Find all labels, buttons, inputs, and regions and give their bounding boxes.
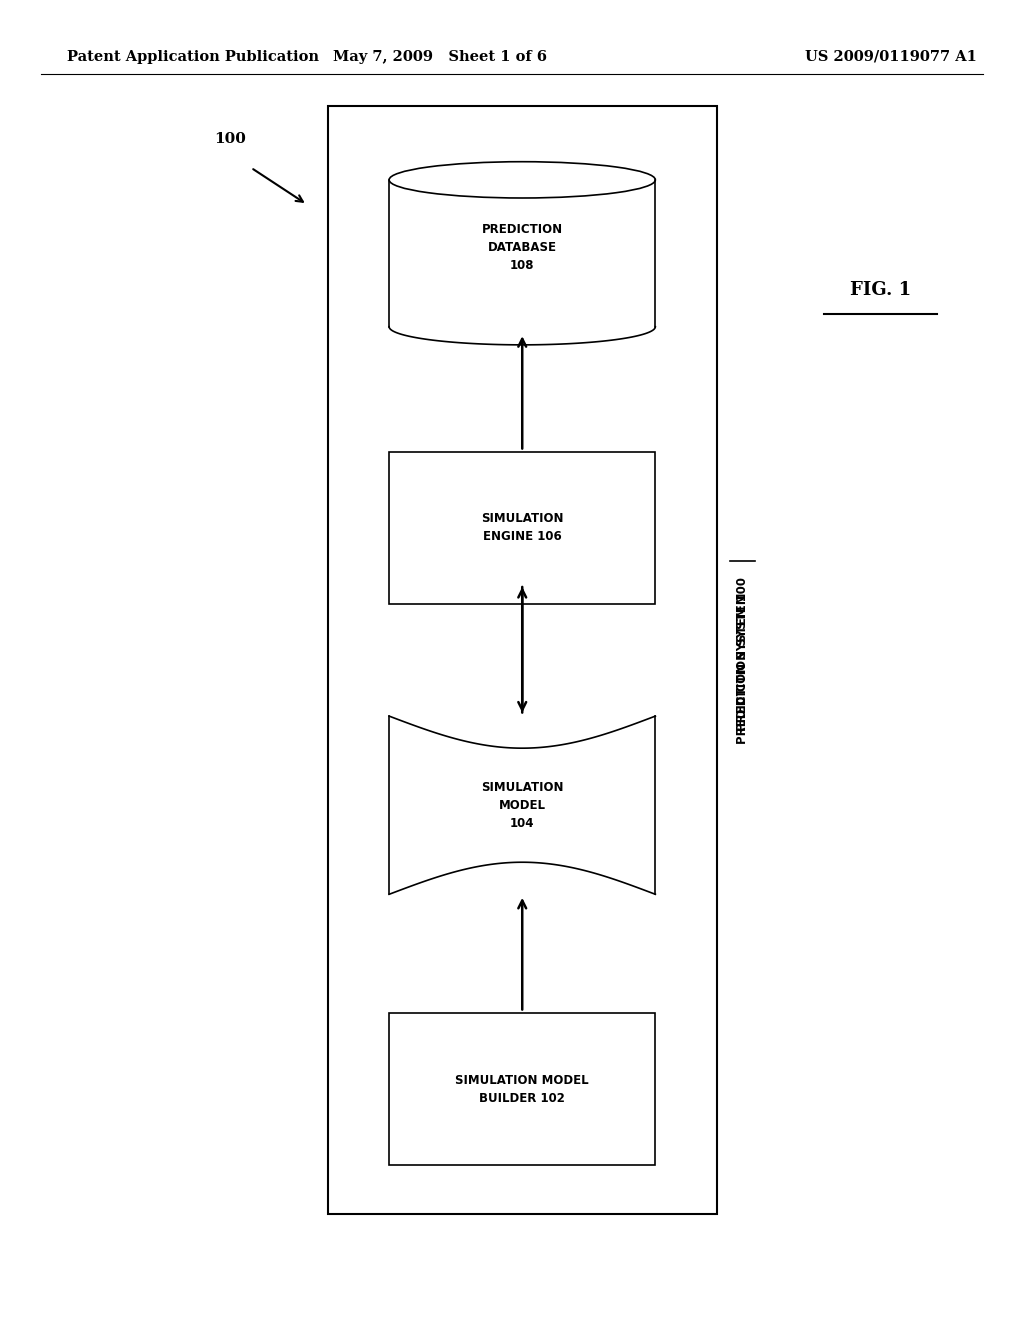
Text: PREDICTION SYSTEM 100: PREDICTION SYSTEM 100 [736, 577, 749, 743]
Text: PREDICTION SYSTEM: PREDICTION SYSTEM [736, 589, 749, 731]
Text: 100: 100 [214, 132, 247, 145]
Bar [328, 106, 717, 1214]
Text: Patent Application Publication: Patent Application Publication [67, 50, 318, 63]
Text: May 7, 2009   Sheet 1 of 6: May 7, 2009 Sheet 1 of 6 [334, 50, 547, 63]
Bar [389, 715, 655, 895]
Text: PREDICTION
DATABASE
108: PREDICTION DATABASE 108 [481, 223, 563, 272]
Bar [389, 1014, 655, 1166]
Text: SIMULATION MODEL
BUILDER 102: SIMULATION MODEL BUILDER 102 [456, 1073, 589, 1105]
Ellipse shape [389, 161, 655, 198]
Bar [389, 180, 655, 327]
Text: US 2009/0119077 A1: US 2009/0119077 A1 [805, 50, 977, 63]
Text: SIMULATION
ENGINE 106: SIMULATION ENGINE 106 [481, 512, 563, 544]
Bar [389, 451, 655, 605]
Text: SIMULATION
MODEL
104: SIMULATION MODEL 104 [481, 780, 563, 830]
Text: FIG. 1: FIG. 1 [850, 281, 911, 300]
